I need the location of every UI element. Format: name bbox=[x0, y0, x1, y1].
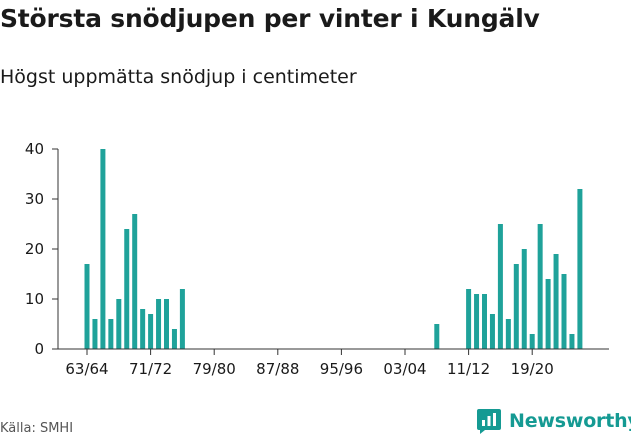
bar bbox=[100, 149, 106, 349]
bar bbox=[466, 289, 472, 349]
bar bbox=[537, 224, 543, 349]
x-tick-label: 19/20 bbox=[511, 360, 554, 378]
source-note: Källa: SMHI bbox=[0, 421, 74, 436]
x-tick-label: 11/12 bbox=[447, 360, 490, 378]
bar bbox=[569, 334, 575, 349]
bars bbox=[84, 149, 583, 349]
newsworthy-logo: Newsworthy bbox=[476, 408, 631, 434]
bar bbox=[577, 189, 583, 349]
bar bbox=[545, 279, 551, 349]
bar bbox=[505, 319, 511, 349]
x-axis: 63/64 71/72 79/80 87/88 95/96 03/04 11/12 19/20 bbox=[58, 348, 609, 378]
bar bbox=[132, 214, 138, 349]
y-tick-label: 30 bbox=[25, 190, 44, 208]
x-tick-label: 95/96 bbox=[320, 360, 363, 378]
bar bbox=[179, 289, 185, 349]
x-tick-label: 87/88 bbox=[256, 360, 299, 378]
bar bbox=[108, 319, 114, 349]
bar bbox=[140, 309, 146, 349]
bar bbox=[434, 324, 440, 349]
bar bbox=[482, 294, 487, 349]
bar bbox=[553, 254, 559, 349]
x-tick-label: 71/72 bbox=[129, 360, 172, 378]
bar bbox=[92, 319, 98, 349]
bar bbox=[497, 224, 503, 349]
bar bbox=[156, 299, 162, 349]
x-tick-label: 03/04 bbox=[383, 360, 426, 378]
y-axis: 0 10 20 30 40 bbox=[25, 140, 59, 358]
bar bbox=[116, 299, 122, 349]
y-tick-label: 40 bbox=[25, 140, 44, 158]
newsworthy-logo-text: Newsworthy bbox=[509, 410, 631, 432]
bar bbox=[513, 264, 519, 349]
chart-title: Största snödjupen per vinter i Kungälv bbox=[0, 4, 540, 33]
bar bbox=[489, 314, 495, 349]
x-tick-label: 79/80 bbox=[193, 360, 236, 378]
bar bbox=[529, 334, 535, 349]
bar bbox=[124, 229, 130, 349]
x-tick-label: 63/64 bbox=[65, 360, 108, 378]
bar bbox=[84, 264, 90, 349]
y-tick-label: 0 bbox=[34, 340, 44, 358]
newsworthy-logo-icon bbox=[477, 409, 501, 434]
bar bbox=[561, 274, 567, 349]
bar bbox=[521, 249, 527, 349]
chart-subtitle: Högst uppmätta snödjup i centimeter bbox=[0, 66, 357, 88]
y-tick-label: 10 bbox=[25, 290, 44, 308]
bar bbox=[164, 299, 169, 349]
bar bbox=[474, 294, 480, 349]
bar bbox=[148, 314, 154, 349]
bar bbox=[171, 329, 177, 349]
y-tick-label: 20 bbox=[25, 240, 44, 258]
